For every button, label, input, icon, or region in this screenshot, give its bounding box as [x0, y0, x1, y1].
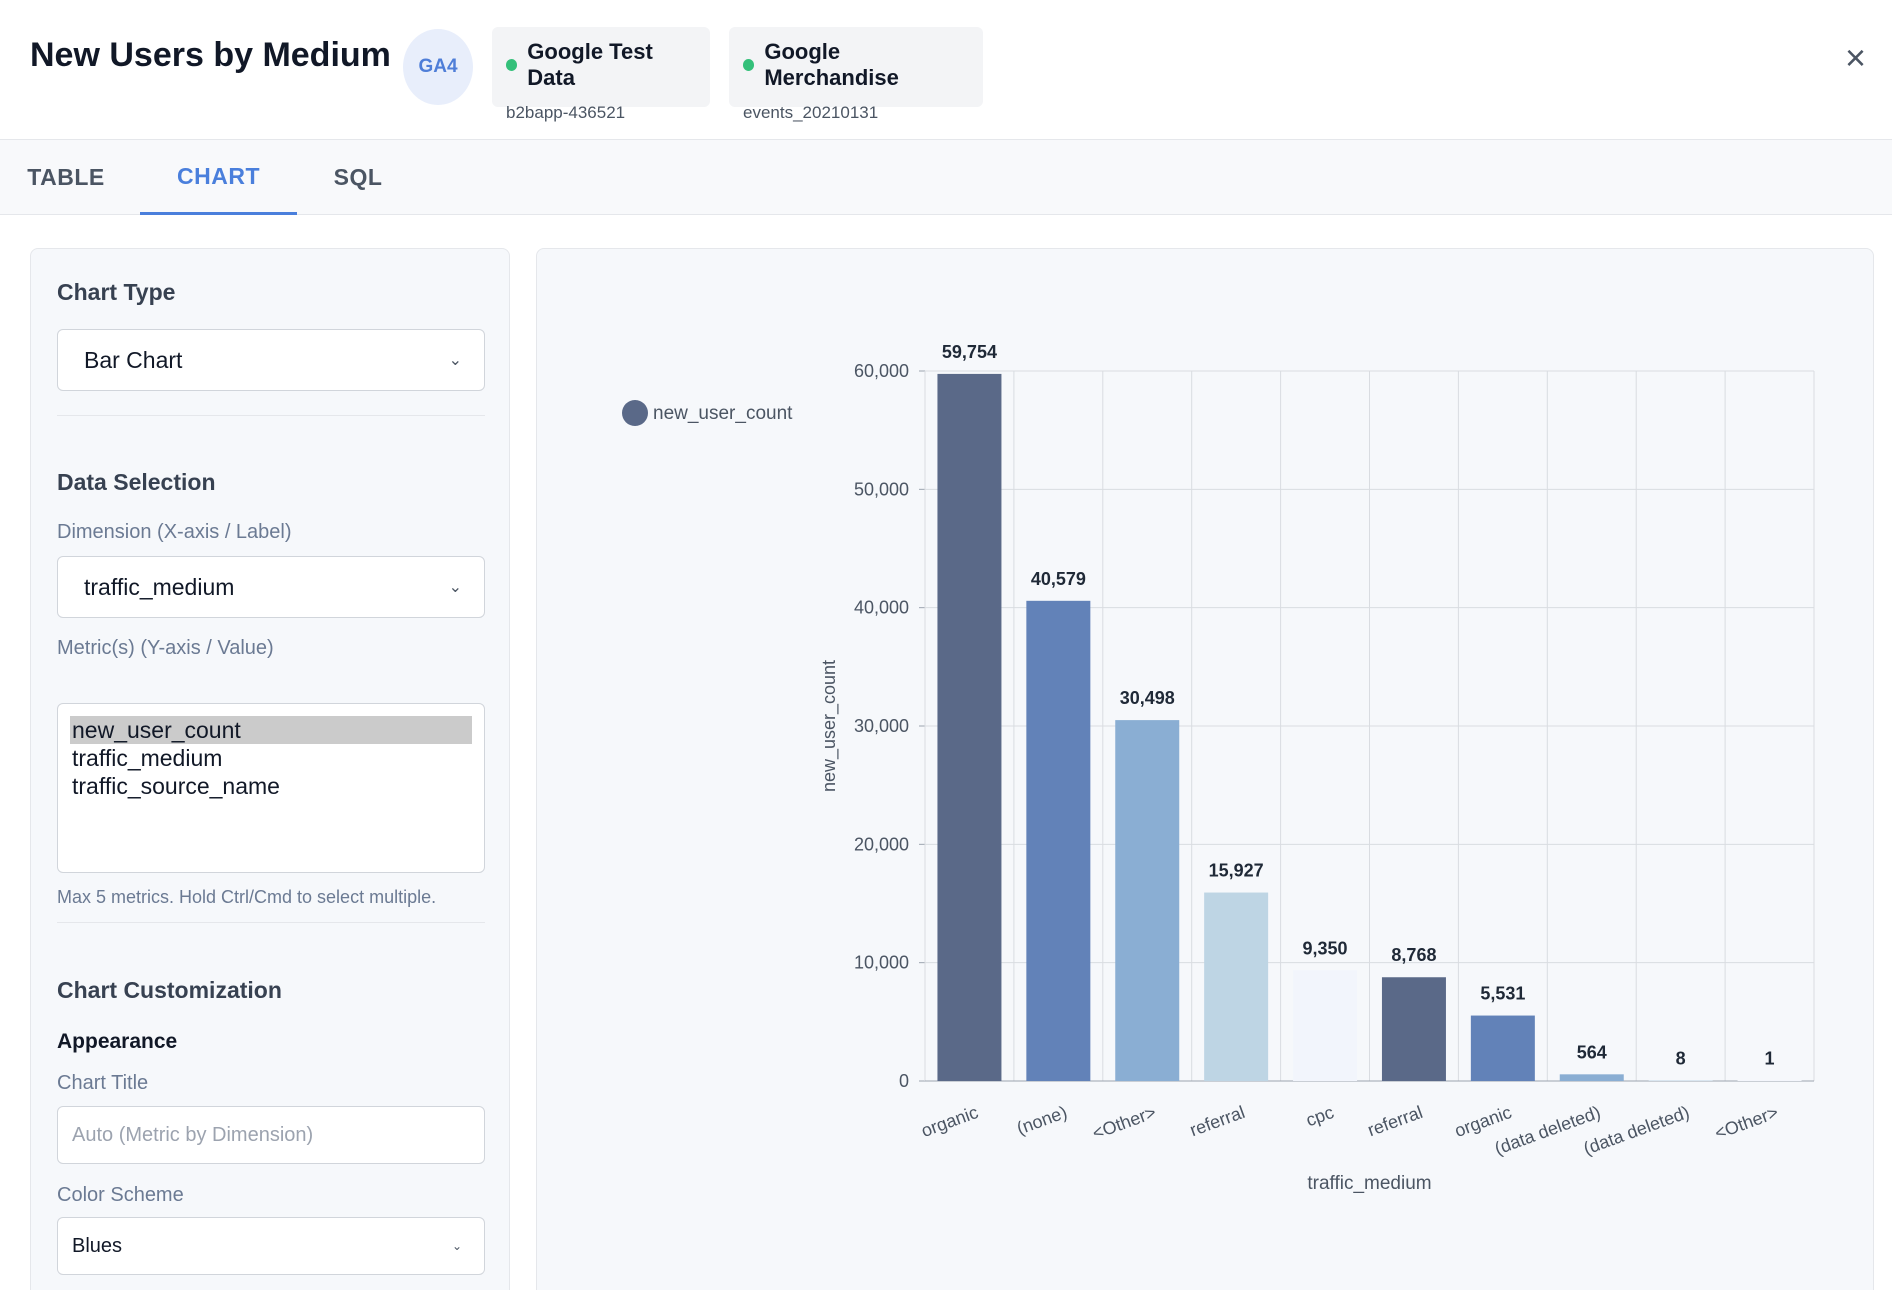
- y-axis-title: new_user_count: [819, 660, 840, 792]
- tab-bar: TABLE CHART SQL: [0, 140, 1892, 215]
- data-label: 59,754: [942, 342, 997, 362]
- bar: [1204, 892, 1269, 1081]
- chart-type-value: Bar Chart: [84, 346, 183, 373]
- close-icon[interactable]: ×: [1844, 37, 1866, 78]
- chevron-down-icon: ⌄: [448, 352, 462, 369]
- metrics-label: Metric(s) (Y-axis / Value): [57, 637, 274, 659]
- bar: [1648, 1080, 1713, 1081]
- y-tick-label: 20,000: [854, 834, 909, 854]
- data-label: 40,579: [1031, 569, 1086, 589]
- bar: [1293, 970, 1358, 1081]
- y-tick-label: 10,000: [854, 953, 909, 973]
- bar-chart: 0 10,000 20,000 30,000 40,000 50,000 60,000 59,…: [622, 342, 1815, 1194]
- bar: [1381, 977, 1446, 1081]
- data-label: 9,350: [1303, 938, 1348, 958]
- data-label: 564: [1577, 1042, 1607, 1062]
- status-dot-icon: [743, 59, 755, 71]
- data-source-id: events_20210131: [743, 103, 879, 122]
- page-title: New Users by Medium: [30, 36, 391, 74]
- bar: [1737, 1080, 1802, 1081]
- x-tick-label: (none): [1014, 1102, 1070, 1139]
- customization-heading: Chart Customization: [57, 977, 282, 1003]
- dimension-value: traffic_medium: [84, 573, 235, 600]
- data-source-name: Google Merchandise: [764, 39, 899, 90]
- x-tick-label: organic: [918, 1102, 980, 1141]
- bar: [1115, 720, 1180, 1081]
- x-axis-title: traffic_medium: [1307, 1173, 1431, 1194]
- dimension-select[interactable]: traffic_medium ⌄: [57, 556, 485, 618]
- chart-type-select[interactable]: Bar Chart ⌄: [57, 329, 485, 391]
- bar: [1026, 600, 1091, 1081]
- metrics-hint: Max 5 metrics. Hold Ctrl/Cmd to select m…: [57, 887, 437, 907]
- data-label: 8,768: [1391, 945, 1436, 965]
- color-scheme-select[interactable]: Blues ⌄: [57, 1217, 485, 1275]
- chart-card: 0 10,000 20,000 30,000 40,000 50,000 60,000 59,…: [536, 248, 1874, 1290]
- status-dot-icon: [506, 59, 518, 71]
- metric-option[interactable]: traffic_medium: [72, 745, 223, 771]
- y-tick-label: 30,000: [854, 716, 909, 736]
- main-content: Chart Type Bar Chart ⌄ Data Selection Di…: [0, 215, 1892, 1290]
- y-tick-label: 50,000: [854, 479, 909, 499]
- ga4-badge: GA4: [403, 29, 473, 105]
- dimension-label: Dimension (X-axis / Label): [57, 521, 292, 543]
- data-label: 15,927: [1209, 861, 1264, 881]
- chart-config-panel: Chart Type Bar Chart ⌄ Data Selection Di…: [30, 248, 510, 1290]
- tab-chart[interactable]: CHART: [140, 140, 297, 215]
- legend-swatch: [622, 400, 648, 426]
- y-tick-label: 40,000: [854, 598, 909, 618]
- metric-option[interactable]: new_user_count: [70, 716, 472, 744]
- appearance-heading: Appearance: [57, 1030, 178, 1053]
- divider: [57, 415, 485, 416]
- y-tick-label: 0: [899, 1071, 909, 1091]
- data-source-name: Google Test Data: [527, 39, 653, 90]
- chart-title-input[interactable]: [57, 1106, 485, 1164]
- data-source-card: Google Test Data b2bapp-436521: [492, 27, 710, 122]
- bar: [937, 373, 1002, 1081]
- x-tick-label: referral: [1187, 1102, 1247, 1140]
- data-source-card: Google Merchandise events_20210131: [729, 27, 983, 122]
- divider: [57, 922, 485, 923]
- color-scheme-label: Color Scheme: [57, 1184, 184, 1206]
- data-label: 8: [1676, 1049, 1686, 1069]
- metrics-multiselect[interactable]: new_user_count traffic_medium traffic_so…: [57, 703, 485, 873]
- chart-type-heading: Chart Type: [57, 279, 176, 305]
- x-tick-label: <Other>: [1712, 1102, 1781, 1143]
- chevron-down-icon: ⌄: [451, 1239, 462, 1253]
- x-tick-label: <Other>: [1090, 1102, 1159, 1143]
- bar: [1470, 1015, 1535, 1081]
- data-selection-heading: Data Selection: [57, 469, 216, 495]
- header: New Users by Medium GA4 Google Test Data…: [0, 0, 1892, 140]
- bar: [1559, 1074, 1624, 1081]
- x-tick-label: cpc: [1303, 1102, 1336, 1130]
- data-label: 1: [1765, 1049, 1775, 1069]
- chevron-down-icon: ⌄: [448, 579, 462, 596]
- legend-label: new_user_count: [653, 403, 793, 424]
- data-label: 5,531: [1480, 984, 1525, 1004]
- metric-option[interactable]: traffic_source_name: [72, 773, 280, 799]
- color-scheme-value: Blues: [72, 1234, 123, 1257]
- x-tick-label: referral: [1365, 1102, 1425, 1140]
- tab-sql[interactable]: SQL: [333, 164, 383, 190]
- tab-table[interactable]: TABLE: [27, 164, 105, 190]
- y-tick-label: 60,000: [854, 361, 909, 381]
- data-label: 30,498: [1120, 688, 1175, 708]
- data-source-id: b2bapp-436521: [506, 103, 626, 122]
- chart-title-label: Chart Title: [57, 1072, 149, 1094]
